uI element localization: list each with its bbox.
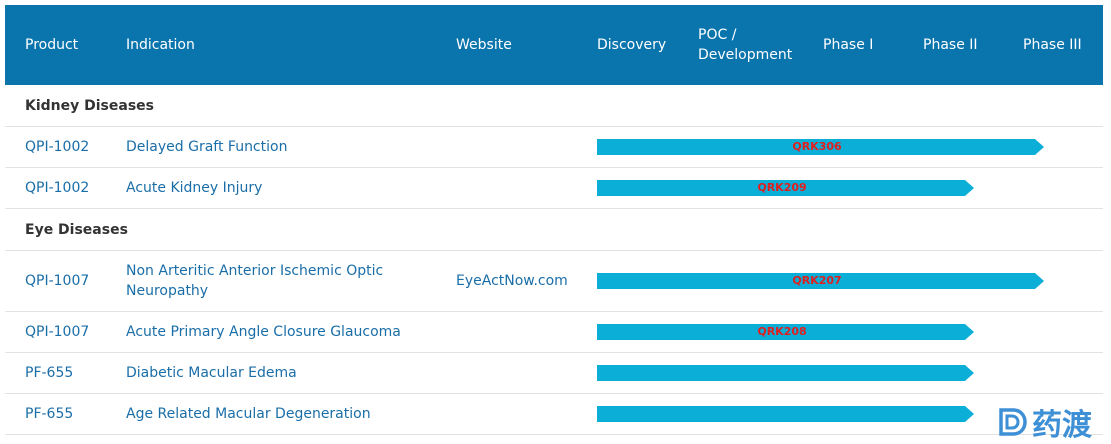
product-link[interactable]: QPI-1002 bbox=[25, 180, 90, 196]
watermark-text: 药渡 bbox=[1032, 408, 1092, 443]
table-row: PF-655 Diabetic Macular Edema bbox=[5, 353, 1103, 394]
header-website: Website bbox=[456, 37, 512, 53]
header-poc-line2: Development bbox=[698, 47, 793, 63]
pipeline-table: Product Indication Website Discovery POC… bbox=[5, 5, 1103, 435]
progress-bar: QRK208 bbox=[597, 324, 974, 340]
indication-link[interactable]: Acute Kidney Injury bbox=[126, 180, 263, 196]
progress-bar bbox=[597, 406, 974, 422]
progress-bar: QRK207 bbox=[597, 273, 1044, 289]
product-link[interactable]: PF-655 bbox=[25, 406, 74, 422]
progress-bar: QRK306 bbox=[597, 139, 1044, 155]
bar-label: QRK208 bbox=[757, 325, 807, 338]
bar-label: QRK306 bbox=[792, 140, 842, 153]
section-eye-diseases: Eye Diseases bbox=[5, 209, 1103, 251]
website-link[interactable]: EyeActNow.com bbox=[456, 273, 568, 289]
table-row: QPI-1007 Acute Primary Angle Closure Gla… bbox=[5, 312, 1103, 353]
indication-link[interactable]: Non Arteritic Anterior Ischemic Optic Ne… bbox=[126, 263, 384, 299]
product-link[interactable]: QPI-1007 bbox=[25, 324, 90, 340]
bar-label: QRK209 bbox=[757, 181, 807, 194]
header-phase-1: Phase I bbox=[823, 37, 874, 53]
table-row: QPI-1007 Non Arteritic Anterior Ischemic… bbox=[5, 251, 1103, 312]
indication-link[interactable]: Delayed Graft Function bbox=[126, 139, 288, 155]
indication-link[interactable]: Acute Primary Angle Closure Glaucoma bbox=[126, 324, 401, 340]
bar-label: QRK207 bbox=[792, 274, 842, 287]
product-link[interactable]: QPI-1002 bbox=[25, 139, 90, 155]
header-poc-line1: POC / bbox=[698, 27, 737, 43]
section-title: Kidney Diseases bbox=[25, 97, 154, 114]
section-kidney-diseases: Kidney Diseases bbox=[5, 85, 1103, 127]
progress-bar: QRK209 bbox=[597, 180, 974, 196]
header-product: Product bbox=[25, 37, 79, 53]
table-row: QPI-1002 Delayed Graft Function QRK306 bbox=[5, 127, 1103, 168]
table-row: PF-655 Age Related Macular Degeneration bbox=[5, 394, 1103, 435]
yaodu-logo-icon bbox=[999, 408, 1027, 436]
progress-bar bbox=[597, 365, 974, 381]
indication-link[interactable]: Diabetic Macular Edema bbox=[126, 365, 297, 381]
header-phase-2: Phase II bbox=[923, 37, 978, 53]
header-poc-development: POC / Development bbox=[698, 5, 792, 85]
product-link[interactable]: PF-655 bbox=[25, 365, 74, 381]
table-header: Product Indication Website Discovery POC… bbox=[5, 5, 1103, 85]
header-phase-3: Phase III bbox=[1023, 37, 1082, 53]
section-title: Eye Diseases bbox=[25, 221, 128, 238]
product-link[interactable]: QPI-1007 bbox=[25, 273, 90, 289]
indication-link[interactable]: Age Related Macular Degeneration bbox=[126, 406, 371, 422]
header-indication: Indication bbox=[126, 37, 195, 53]
table-row: QPI-1002 Acute Kidney Injury QRK209 bbox=[5, 168, 1103, 209]
watermark: 药渡 bbox=[998, 400, 1092, 444]
header-discovery: Discovery bbox=[597, 37, 667, 53]
